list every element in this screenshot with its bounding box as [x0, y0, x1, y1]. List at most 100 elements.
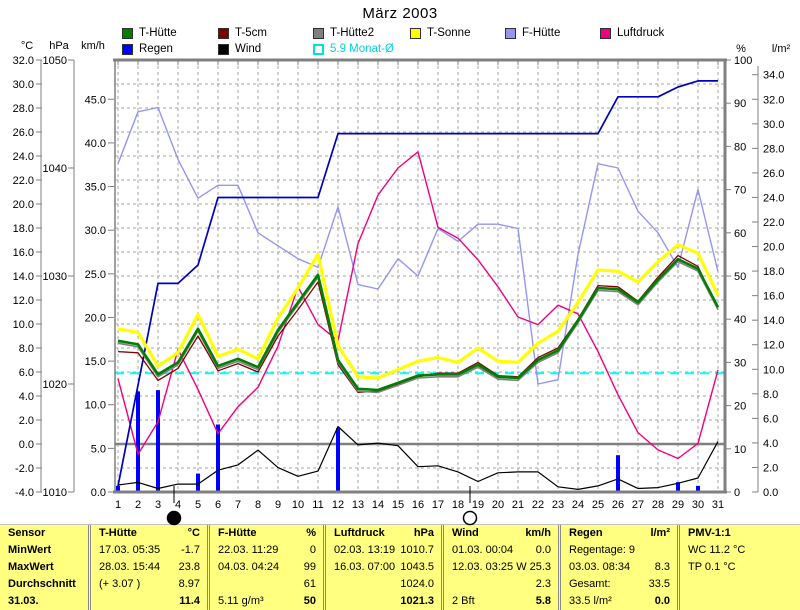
axis-label: 24 [572, 499, 584, 511]
table-cell-value: 2.3 [535, 578, 551, 590]
axis-label: 20.0 [13, 199, 34, 211]
table-row: MaxWert [0, 559, 88, 576]
table-cell: 2 Bft [452, 595, 475, 607]
table-row: Gesamt: 33.5 [561, 576, 677, 593]
table-cell: Regentage: 9 [569, 544, 636, 556]
axis-label: 28 [652, 499, 664, 511]
axis-label: 80 [734, 141, 746, 153]
axis-label: 0.0 [91, 487, 106, 499]
axis-label: 30.0 [13, 79, 34, 91]
rain-bars [116, 390, 700, 491]
axis-label: 15 [392, 499, 404, 511]
table-cell-value: 23.8 [178, 561, 200, 573]
axis-label: °C [21, 40, 33, 52]
axis-label: 35.0 [85, 182, 106, 194]
table-cell-value: °C [187, 527, 200, 539]
axis-label: 18.0 [13, 223, 34, 235]
legend-label: 5.9 Monat-Ø [330, 43, 394, 55]
gridlines [115, 60, 725, 492]
axis-label: 5 [195, 499, 201, 511]
table-row: 11.4 [91, 593, 207, 610]
table-row: 1021.3 [326, 593, 441, 610]
axis-label: 5.0 [91, 443, 106, 455]
axis-label: 3 [155, 499, 161, 511]
table-row: 03.03. 08:34 8.3 [561, 559, 677, 576]
axis-label: 90 [734, 98, 746, 110]
axis-label: 6.0 [763, 413, 778, 425]
table-cell-value: km/h [525, 527, 551, 539]
axis-label: 14 [372, 499, 384, 511]
table-row: 16.03. 07:00 1043.5 [326, 559, 441, 576]
series-t-5cm [117, 254, 719, 394]
axis-label: 26.0 [13, 127, 34, 139]
table-cell-value: 5.8 [535, 595, 551, 607]
table-row: Durchschnitt [0, 576, 88, 593]
axis-label: 60 [734, 228, 746, 240]
table-row: Sensor [0, 525, 88, 542]
table-column-wind: Wind km/h 01.03. 00:04 0.0 12.03. 03:25 W 25.… [441, 525, 558, 610]
axis-label: 9 [275, 499, 281, 511]
axis-label: 4 [175, 499, 181, 511]
axis-label: 1040 [43, 163, 67, 175]
table-row: 02.03. 13:19 1010.7 [326, 542, 441, 559]
axis-label: 7 [235, 499, 241, 511]
table-cell: 33.5 l/m² [569, 595, 612, 607]
axis-label: 20 [734, 401, 746, 413]
axis-label: 1030 [43, 271, 67, 283]
table-cell: PMV-1:1 [688, 527, 731, 539]
axis-label: 32.0 [13, 55, 34, 67]
legend-label: T-Hütte [139, 27, 177, 39]
legend-label: F-Hütte [522, 27, 561, 39]
full-moon-icon [462, 510, 478, 526]
table-cell-value: -1.7 [181, 544, 200, 556]
table-cell: F-Hütte [218, 527, 257, 539]
table-cell-value: 8.97 [178, 578, 200, 590]
table-row: Wind km/h [444, 525, 558, 542]
table-cell: Luftdruck [334, 527, 385, 539]
axis-label: 26.0 [763, 168, 784, 180]
axis-label: 50 [734, 271, 746, 283]
series-wind [117, 425, 719, 490]
legend-item-monats-mittel: 5.9 Monat-Ø [313, 43, 394, 55]
legend-item-luftdruck: Luftdruck [600, 27, 664, 39]
legend-swatch-t-huette2-icon [313, 27, 324, 39]
axis-label: 28.0 [763, 143, 784, 155]
series-regen-summe [117, 80, 718, 487]
table-cell: (+ 3.07 ) [99, 578, 141, 590]
table-row: 5.11 g/m³ 50 [210, 593, 323, 610]
table-row [680, 593, 800, 610]
axis-label: 24.0 [13, 151, 34, 163]
table-row: 2 Bft 5.8 [444, 593, 558, 610]
legend-swatch-t-5cm-icon [218, 27, 229, 39]
table-cell-value: 1021.3 [400, 595, 434, 607]
table-label-column: Sensor MinWert MaxWert Durchschnitt 31.03. [0, 525, 88, 610]
axis-label: 17 [432, 499, 444, 511]
table-row: PMV-1:1 [680, 525, 800, 542]
axis-label: 20.0 [85, 312, 106, 324]
axis-label: 0.0 [763, 487, 778, 499]
table-cell-value: % [306, 527, 316, 539]
axis-label: 14.0 [763, 315, 784, 327]
axis-label: 22 [532, 499, 544, 511]
table-column-t-huette: T-Hütte °C 17.03. 05:35 -1.7 28.03. 15:44 23.… [88, 525, 207, 610]
axis-label: -4.0 [15, 487, 34, 499]
axis-label: 15.0 [85, 356, 106, 368]
axis-label: 30.0 [763, 119, 784, 131]
axis-label: 10.0 [85, 400, 106, 412]
axis-label: 100 [734, 55, 752, 67]
axis-label: 26 [612, 499, 624, 511]
table-row: 33.5 l/m² 0.0 [561, 593, 677, 610]
legend-item-f-huette: F-Hütte [505, 27, 560, 39]
chart-title: März 2003 [362, 5, 438, 22]
axis-label: 14.0 [13, 271, 34, 283]
table-row: F-Hütte% [210, 525, 323, 542]
table-cell-value: 11.4 [179, 595, 200, 607]
axis-label: hPa [49, 40, 69, 52]
table-row: MinWert [0, 542, 88, 559]
axis-label: 8.0 [19, 343, 34, 355]
new-moon-icon [166, 510, 182, 526]
chart-plot: -4.0-2.00.02.04.06.08.010.012.014.016.01… [13, 40, 790, 526]
axis-label: 2.0 [19, 415, 34, 427]
table-row: 61 [210, 576, 323, 593]
legend-label: T-5cm [235, 27, 267, 39]
